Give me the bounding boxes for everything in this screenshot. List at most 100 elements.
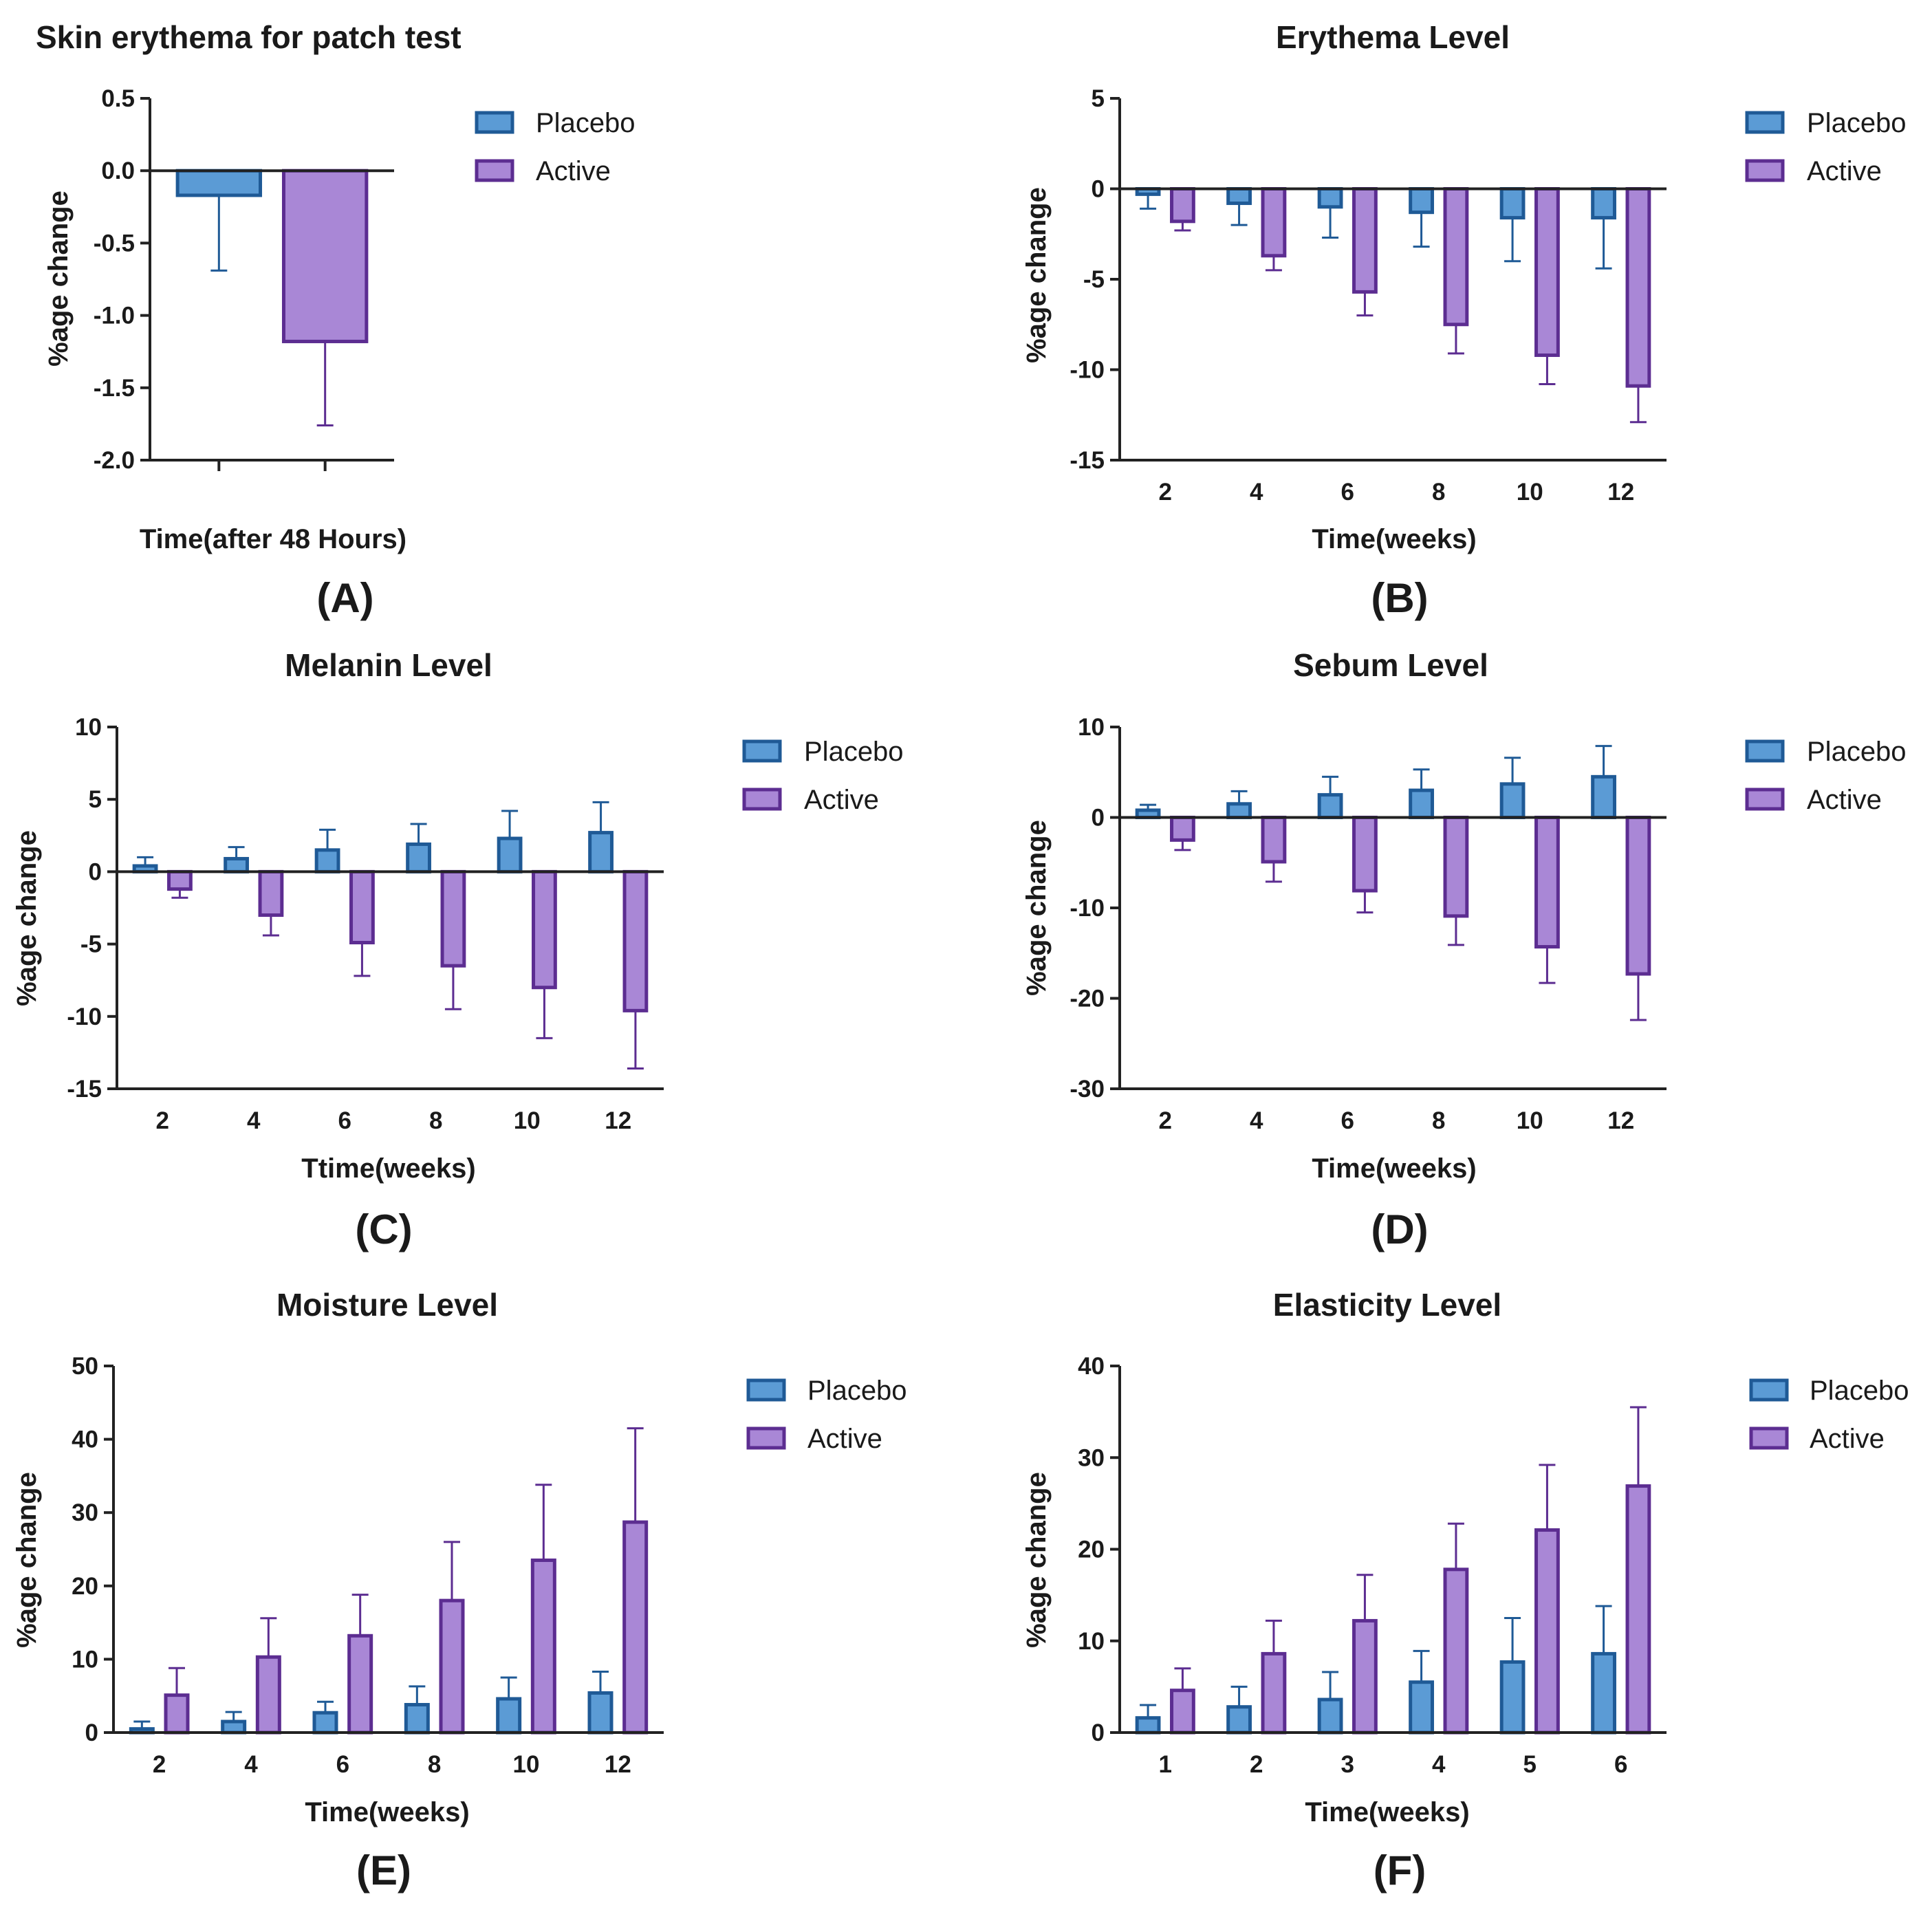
bar-active (1443, 187, 1469, 327)
bar-placebo (1226, 187, 1252, 206)
bar-placebo (1135, 1716, 1161, 1735)
bar-placebo (1317, 793, 1343, 819)
legend-label-placebo: Placebo (536, 108, 636, 138)
x-tick-label: 6 (1341, 1107, 1354, 1134)
legend-swatch-placebo (1745, 111, 1785, 134)
bar-active (1261, 1651, 1287, 1735)
bar-active (255, 1655, 281, 1735)
panel-label: (E) (356, 1847, 411, 1893)
bar-active (1170, 1689, 1195, 1735)
legend-label-active: Active (1807, 156, 1882, 186)
bar-placebo (175, 169, 263, 197)
panel-d: Sebum Level %age change Time(weeks) (D) … (1021, 647, 1907, 1252)
y-tick-label: -5 (1083, 266, 1105, 293)
x-axis-label: Time(weeks) (1305, 1797, 1469, 1827)
x-tick-label: 2 (1250, 1751, 1263, 1778)
x-tick-label: 4 (247, 1107, 261, 1134)
y-tick-label: 0.5 (101, 85, 135, 112)
bar-placebo (497, 836, 523, 873)
bar-placebo (1226, 802, 1252, 820)
bar-active (1352, 1618, 1378, 1735)
panel-b: Erythema Level %age change Time(weeks) (… (1021, 19, 1907, 621)
x-tick-label: 2 (153, 1751, 166, 1778)
y-tick-label: -5 (80, 931, 102, 958)
bar-placebo (224, 856, 249, 873)
y-tick-label: -10 (1070, 895, 1105, 922)
legend-label-active: Active (536, 156, 611, 186)
bar-placebo (1591, 1651, 1616, 1735)
legend: Placebo Active (742, 737, 904, 815)
y-tick-label: -20 (1070, 986, 1105, 1012)
legend-swatch-active (475, 159, 514, 182)
x-tick-label: 4 (1250, 479, 1263, 506)
bar-placebo (314, 848, 340, 873)
legend-swatch-placebo (1745, 739, 1785, 763)
legend-swatch-active (746, 1426, 786, 1450)
x-tick-label: 2 (1159, 1107, 1172, 1134)
legend-label-active: Active (1807, 785, 1882, 815)
x-tick-label: 10 (514, 1107, 541, 1134)
bar-placebo (1591, 187, 1616, 220)
y-tick-label: -30 (1070, 1076, 1105, 1103)
x-tick-label: 10 (513, 1751, 540, 1778)
legend-swatch-placebo (475, 111, 514, 134)
x-tick-label: 10 (1517, 479, 1543, 506)
x-tick-label: 12 (1607, 479, 1634, 506)
y-tick-label: 20 (72, 1573, 98, 1600)
bar-placebo (1317, 187, 1343, 209)
y-tick-label: 10 (72, 1646, 98, 1673)
y-tick-label: 50 (72, 1353, 98, 1380)
y-tick-label: 5 (89, 786, 102, 813)
x-tick-label: 5 (1523, 1751, 1537, 1778)
legend-label-placebo: Placebo (807, 1376, 907, 1406)
legend: Placebo Active (746, 1376, 907, 1454)
bar-active (532, 869, 557, 990)
y-tick-label: 0 (85, 1719, 98, 1746)
y-tick-label: 10 (75, 714, 102, 741)
x-tick-label: 1 (1159, 1751, 1172, 1778)
bar-active (1625, 1484, 1651, 1735)
x-tick-label: 8 (1432, 479, 1445, 506)
y-axis-label: %age change (1021, 1472, 1052, 1648)
x-tick-label: 4 (1432, 1751, 1446, 1778)
legend-swatch-placebo (746, 1378, 786, 1402)
y-tick-label: -0.5 (94, 230, 135, 257)
y-axis-label: %age change (1021, 820, 1052, 996)
plot-area: 50 40 30 20 10 0 2 4 6 8 10 12 (72, 1353, 664, 1778)
y-tick-label: 0.0 (101, 158, 135, 184)
panel-label: (A) (316, 575, 373, 621)
legend-label-placebo: Placebo (804, 737, 904, 767)
x-axis-label: Time(weeks) (305, 1797, 469, 1827)
bar-placebo (406, 842, 431, 873)
bar-active (1443, 816, 1469, 918)
plot-area: 40 30 20 10 0 1 2 3 4 5 6 (1078, 1353, 1667, 1778)
bar-active (1170, 816, 1195, 842)
chart-title: Elasticity Level (1273, 1287, 1501, 1323)
y-axis-label: %age change (12, 830, 42, 1006)
x-tick-label: 3 (1341, 1751, 1354, 1778)
x-tick-label: 12 (1607, 1107, 1634, 1134)
legend-swatch-active (742, 788, 782, 811)
legend-swatch-active (1745, 788, 1785, 811)
y-tick-label: 0 (1092, 1719, 1105, 1746)
bar-placebo (1499, 1660, 1526, 1735)
chart-title: Skin erythema for patch test (36, 19, 462, 55)
legend: Placebo Active (1745, 737, 1907, 815)
y-tick-label: 40 (72, 1426, 98, 1453)
y-tick-label: 20 (1078, 1537, 1105, 1563)
x-tick-label: 8 (1432, 1107, 1445, 1134)
bar-placebo (221, 1719, 247, 1735)
chart-title: Moisture Level (276, 1287, 498, 1323)
plot-area: 10 5 0 -5 -10 -15 2 4 6 8 10 12 (67, 714, 664, 1134)
x-tick-label: 12 (605, 1107, 631, 1134)
panel-e: Moisture Level %age change Time(weeks) (… (12, 1287, 907, 1893)
bar-active (167, 869, 193, 891)
bar-active (164, 1693, 190, 1735)
bar-active (258, 869, 284, 918)
bar-active (1625, 187, 1651, 388)
x-tick-label: 2 (156, 1107, 169, 1134)
bar-active (1534, 1528, 1560, 1735)
y-tick-label: -10 (67, 1003, 102, 1030)
x-axis-label: Ttime(weeks) (301, 1153, 475, 1184)
